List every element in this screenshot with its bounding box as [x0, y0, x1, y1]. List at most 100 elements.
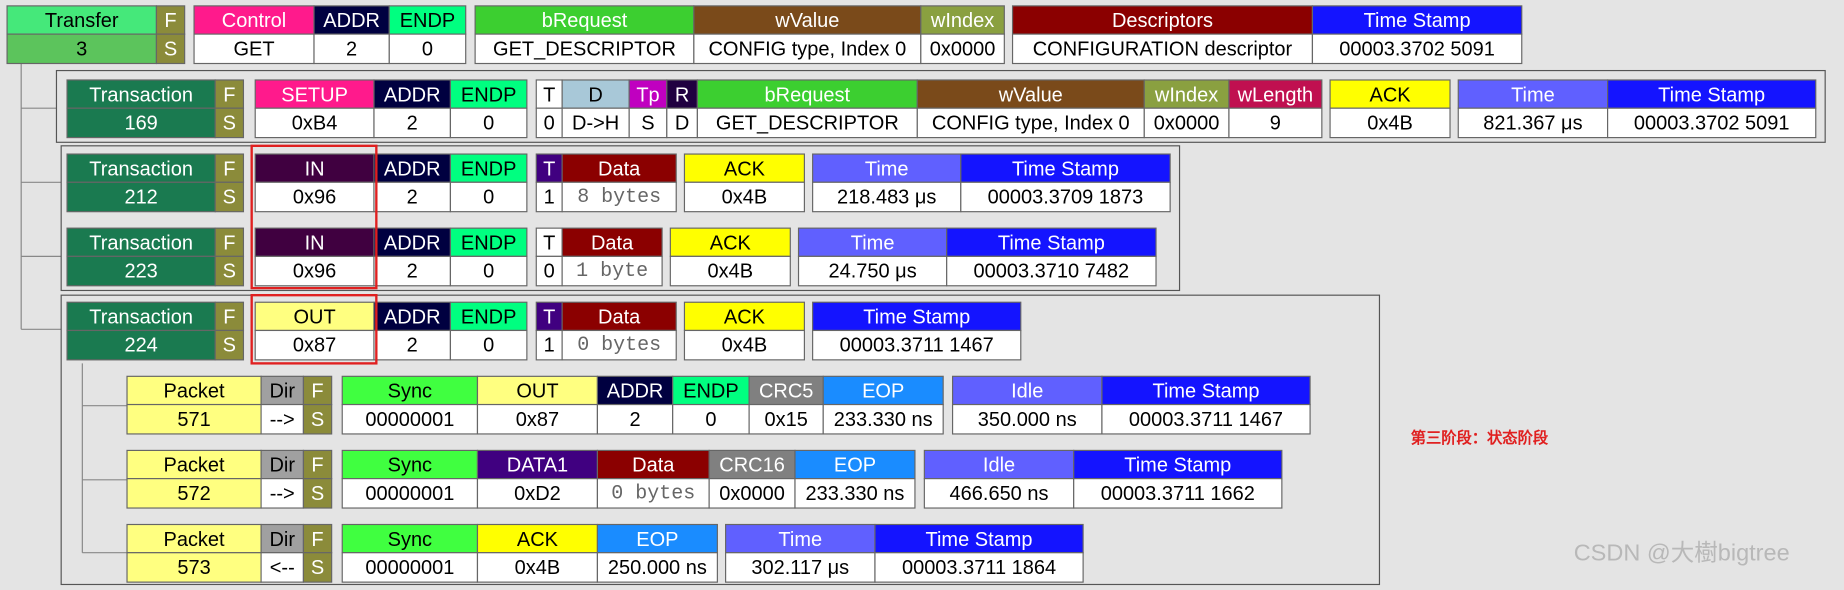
header-label: T: [543, 158, 555, 180]
header-label: F: [164, 10, 176, 32]
header-cell: [313, 5, 390, 35]
header-label: wValue: [774, 10, 839, 32]
value-label: -->: [270, 483, 295, 505]
value-label: 00003.3711 1467: [840, 335, 994, 357]
header-cell: [254, 153, 375, 183]
header-label: ACK: [724, 158, 766, 180]
header-cell: [66, 153, 216, 183]
value-label: 00003.3709 1873: [988, 187, 1144, 209]
value-label: S: [223, 261, 236, 283]
value-label: 00003.3711 1467: [1129, 409, 1283, 431]
highlights: [250, 144, 378, 365]
header-cell: [254, 227, 375, 257]
value-cell: [341, 552, 479, 583]
header-label: Transaction: [89, 158, 193, 180]
value-cell: [474, 33, 695, 65]
value-label: 0: [483, 112, 494, 134]
value-label: 0x4B: [722, 187, 768, 209]
header-cell: [683, 153, 805, 183]
value-label: CONFIG type, Index 0: [708, 38, 906, 60]
value-cell: [476, 552, 599, 583]
header-label: Data: [632, 455, 675, 477]
value-label: 233.330 ns: [806, 483, 905, 505]
header-cell: [449, 79, 528, 109]
value-cell: [302, 552, 333, 583]
value-label: 00003.3702 5091: [1634, 112, 1790, 134]
header-cell: [666, 79, 698, 109]
header-cell: [596, 449, 710, 480]
value-label: 00003.3710 7482: [974, 261, 1130, 283]
value-label: 8 bytes: [577, 186, 661, 209]
value-cell: [302, 403, 333, 435]
header-label: D: [588, 84, 602, 106]
value-cell: [1011, 33, 1314, 65]
header-cell: [254, 301, 375, 332]
header-label: EOP: [862, 381, 904, 403]
value-label: 0x96: [293, 261, 336, 283]
value-label: 250.000 ns: [608, 557, 707, 579]
header-cell: [923, 449, 1075, 480]
value-label: D->H: [572, 112, 619, 134]
value-label: 0x0000: [930, 38, 996, 60]
value-cell: [341, 478, 479, 509]
header-cell: [669, 227, 791, 257]
header-cell: [302, 449, 333, 480]
header-cell: [596, 523, 718, 554]
header-label: F: [223, 232, 235, 254]
header-cell: [748, 375, 824, 406]
value-cell: [388, 33, 467, 65]
value-label: 0 bytes: [611, 482, 695, 505]
value-label: 0: [483, 335, 494, 357]
header-label: Time Stamp: [926, 529, 1033, 551]
value-cell: [535, 107, 563, 139]
header-label: F: [311, 455, 323, 477]
value-label: GET_DESCRIPTOR: [716, 112, 899, 134]
header-cell: [946, 227, 1157, 257]
header-label: Transfer: [45, 10, 119, 32]
header-label: F: [223, 307, 235, 329]
header-label: wValue: [998, 84, 1063, 106]
value-cell: [66, 255, 216, 287]
header-label: Dir: [269, 529, 295, 551]
header-label: Dir: [269, 455, 295, 477]
header-label: CRC16: [719, 455, 785, 477]
value-cell: [535, 255, 563, 287]
value-label: 00000001: [365, 409, 454, 431]
value-cell: [373, 181, 452, 213]
header-label: Time Stamp: [998, 232, 1105, 254]
tree-lines: [20, 63, 128, 554]
value-label: 169: [124, 112, 157, 134]
header-cell: [535, 227, 563, 257]
value-cell: [66, 107, 216, 139]
header-cell: [1101, 375, 1311, 406]
header-label: CRC5: [759, 381, 813, 403]
value-cell: [449, 107, 528, 139]
annotation: 第三阶段：状态阶段: [1411, 429, 1549, 447]
value-cell: [946, 255, 1157, 287]
header-label: Idle: [983, 455, 1015, 477]
header-label: Packet: [164, 529, 226, 551]
value-label: 3: [76, 38, 87, 60]
header-cell: [708, 449, 796, 480]
value-cell: [254, 329, 375, 361]
tree-branch: [20, 63, 128, 554]
value-cell: [951, 403, 1103, 435]
value-label: CONFIG type, Index 0: [932, 112, 1130, 134]
highlight-box: [250, 144, 378, 290]
header-label: OUT: [516, 381, 558, 403]
value-cell: [696, 107, 918, 139]
value-label: 571: [177, 409, 210, 431]
value-label: 00003.3711 1864: [902, 557, 1056, 579]
value-label: 1 byte: [576, 260, 648, 283]
header-cell: [628, 79, 668, 109]
value-cell: [1311, 33, 1523, 65]
value-cell: [66, 329, 216, 361]
watermark: CSDN @大樹bigtree: [1574, 540, 1790, 566]
header-label: ADDR: [384, 158, 441, 180]
header-label: F: [223, 158, 235, 180]
header-cell: [920, 5, 1005, 35]
header-label: F: [311, 381, 323, 403]
value-label: 223: [124, 261, 157, 283]
